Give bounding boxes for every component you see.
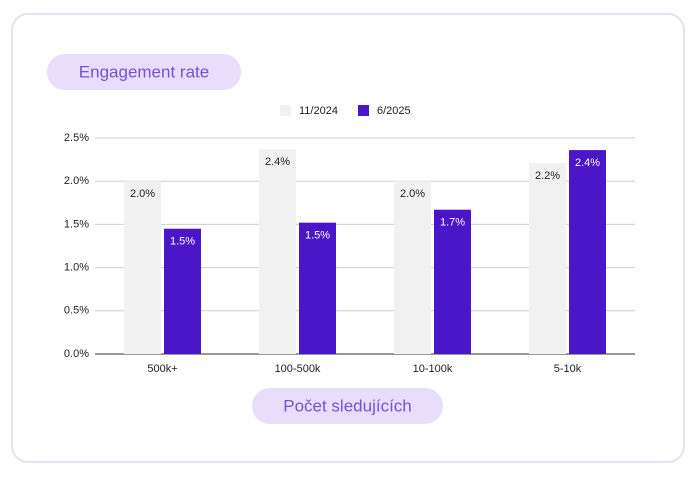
bar — [394, 181, 431, 354]
x-axis-label: Počet sledujících — [283, 396, 412, 415]
legend-label: 11/2024 — [299, 105, 338, 117]
value-label: 2.0% — [130, 188, 155, 200]
x-label-pill — [252, 388, 443, 424]
value-label: 2.4% — [575, 157, 600, 169]
value-label: 2.4% — [265, 156, 290, 168]
value-label: 1.5% — [170, 236, 195, 248]
y-tick-label: 1.0% — [64, 262, 89, 274]
value-label: 1.5% — [305, 230, 330, 242]
bar — [259, 149, 296, 354]
bar — [569, 150, 606, 354]
bar — [124, 181, 161, 354]
bar — [529, 163, 566, 354]
legend-swatch — [280, 105, 291, 116]
y-tick-label: 2.5% — [64, 132, 89, 144]
value-label: 1.7% — [440, 217, 465, 229]
x-tick-label: 5-10k — [554, 363, 582, 375]
x-tick-label: 10-100k — [413, 363, 453, 375]
x-tick-label: 100-500k — [275, 363, 321, 375]
x-tick-label: 500k+ — [147, 363, 177, 375]
value-label: 2.2% — [535, 170, 560, 182]
legend-swatch — [358, 105, 369, 116]
bar — [434, 209, 471, 354]
y-tick-label: 2.0% — [64, 175, 89, 187]
y-tick-label: 1.5% — [64, 218, 89, 230]
y-tick-label: 0.5% — [64, 305, 89, 317]
value-label: 2.0% — [400, 188, 425, 200]
bar — [299, 222, 336, 354]
bar — [164, 228, 201, 354]
chart-title: Engagement rate — [79, 62, 209, 81]
title-pill — [47, 54, 241, 90]
y-tick-label: 0.0% — [64, 348, 89, 360]
legend-label: 6/2025 — [377, 105, 411, 117]
